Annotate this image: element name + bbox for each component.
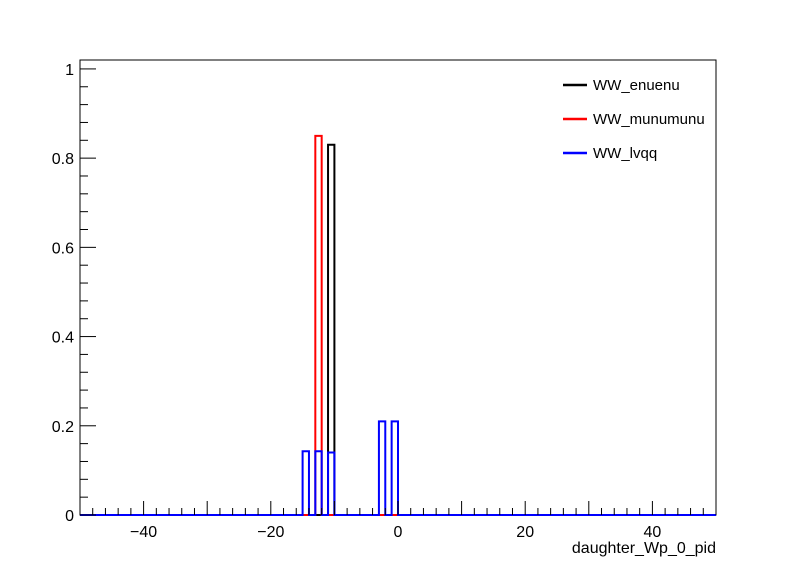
y-axis: 0 0.2 0.4 0.6 0.8 1 <box>52 62 96 525</box>
legend: WW_enuenu WW_munumunu WW_lvqq <box>563 77 705 162</box>
legend-entry-WW_enuenu: WW_enuenu <box>593 77 680 94</box>
legend-entry-WW_munumunu: WW_munumunu <box>593 111 705 128</box>
histogram-series-group <box>80 134 716 516</box>
x-tick-label: 20 <box>516 524 534 541</box>
x-axis: −40 −20 0 20 40 <box>79 501 717 541</box>
y-tick-label: 0.8 <box>52 151 74 168</box>
x-tick-label: −40 <box>130 524 157 541</box>
y-tick-label: 0.4 <box>52 330 74 347</box>
x-tick-label: 0 <box>394 524 403 541</box>
series-WW_lvqq-line <box>80 420 716 516</box>
y-tick-label: 0 <box>65 508 74 525</box>
y-tick-label: 0.2 <box>52 419 74 436</box>
x-tick-label: −20 <box>257 524 284 541</box>
y-tick-label: 0.6 <box>52 240 74 257</box>
legend-entry-WW_lvqq: WW_lvqq <box>593 145 657 162</box>
y-tick-label: 1 <box>65 62 74 79</box>
x-axis-title: daughter_Wp_0_pid <box>572 540 716 557</box>
x-tick-label: 40 <box>644 524 662 541</box>
